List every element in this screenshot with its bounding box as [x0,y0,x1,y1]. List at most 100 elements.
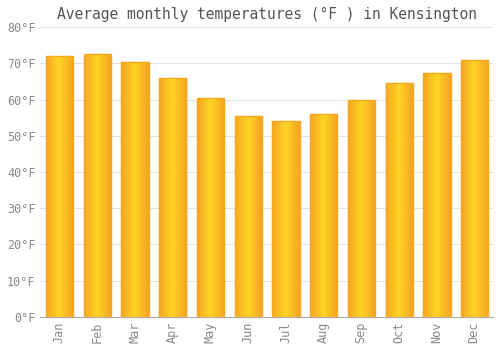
Bar [434,72,435,317]
Bar [142,62,143,317]
Bar [482,60,483,317]
Bar [334,114,336,317]
Bar [372,100,374,317]
Bar [84,55,86,317]
Bar [56,56,57,317]
Bar [239,116,240,317]
Bar [260,116,261,317]
Bar [135,62,136,317]
Bar [100,55,101,317]
Bar [90,55,91,317]
Bar [197,98,198,317]
Bar [220,98,222,317]
Bar [106,55,108,317]
Bar [183,78,184,317]
Bar [210,98,212,317]
Bar [314,114,316,317]
Bar [332,114,333,317]
Bar [248,116,249,317]
Bar [160,78,161,317]
Bar [352,100,353,317]
Bar [310,114,336,317]
Bar [104,55,106,317]
Bar [198,98,200,317]
Bar [398,83,399,317]
Bar [476,60,478,317]
Bar [426,72,427,317]
Bar [326,114,328,317]
Bar [202,98,203,317]
Bar [464,60,466,317]
Bar [182,78,183,317]
Bar [127,62,128,317]
Bar [403,83,404,317]
Bar [449,72,450,317]
Bar [357,100,358,317]
Bar [430,72,432,317]
Bar [330,114,331,317]
Bar [329,114,330,317]
Bar [322,114,323,317]
Bar [110,55,111,317]
Bar [474,60,476,317]
Bar [88,55,89,317]
Bar [323,114,324,317]
Bar [91,55,92,317]
Bar [67,56,68,317]
Bar [348,100,374,317]
Bar [205,98,206,317]
Bar [274,121,275,317]
Bar [108,55,109,317]
Bar [393,83,394,317]
Bar [171,78,172,317]
Bar [98,55,99,317]
Bar [50,56,51,317]
Bar [122,62,148,317]
Bar [354,100,355,317]
Bar [478,60,479,317]
Bar [356,100,357,317]
Bar [290,121,292,317]
Bar [481,60,482,317]
Bar [336,114,338,317]
Bar [469,60,470,317]
Bar [132,62,133,317]
Bar [374,100,375,317]
Bar [140,62,141,317]
Bar [391,83,392,317]
Bar [243,116,244,317]
Bar [312,114,313,317]
Bar [166,78,168,317]
Bar [310,114,311,317]
Bar [256,116,258,317]
Bar [368,100,370,317]
Bar [483,60,484,317]
Bar [358,100,360,317]
Bar [272,121,273,317]
Bar [427,72,428,317]
Bar [84,55,110,317]
Bar [176,78,178,317]
Bar [241,116,242,317]
Bar [333,114,334,317]
Bar [178,78,179,317]
Bar [394,83,396,317]
Bar [412,83,413,317]
Bar [484,60,486,317]
Bar [295,121,296,317]
Bar [52,56,53,317]
Bar [370,100,372,317]
Bar [316,114,318,317]
Bar [137,62,138,317]
Bar [162,78,163,317]
Bar [234,116,236,317]
Bar [472,60,473,317]
Bar [462,60,463,317]
Bar [365,100,366,317]
Bar [445,72,446,317]
Bar [328,114,329,317]
Bar [254,116,256,317]
Bar [402,83,403,317]
Bar [324,114,326,317]
Bar [126,62,127,317]
